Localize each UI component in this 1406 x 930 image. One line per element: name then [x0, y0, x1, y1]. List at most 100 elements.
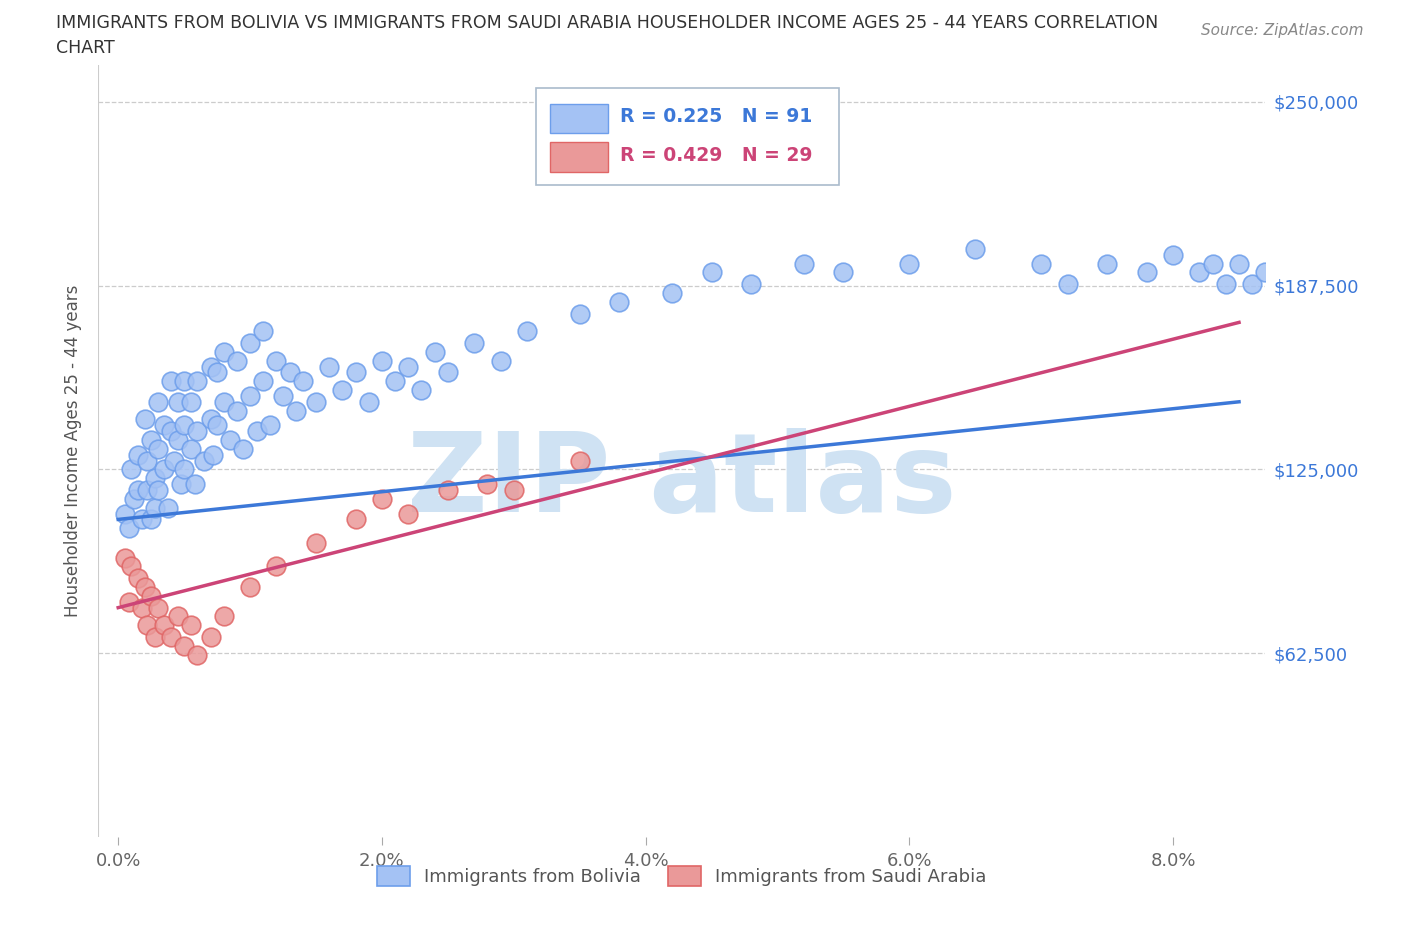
Point [153, 618, 176, 632]
Legend: Immigrants from Bolivia, Immigrants from Saudi Arabia: Immigrants from Bolivia, Immigrants from… [370, 858, 994, 894]
FancyBboxPatch shape [536, 88, 839, 185]
Point [661, 286, 683, 300]
Point [239, 336, 262, 351]
Text: CHART: CHART [56, 39, 115, 57]
Point [271, 389, 294, 404]
Point [200, 412, 222, 427]
Point [212, 344, 235, 359]
Point [305, 394, 328, 409]
Point [127, 483, 149, 498]
Text: IMMIGRANTS FROM BOLIVIA VS IMMIGRANTS FROM SAUDI ARABIA HOUSEHOLDER INCOME AGES : IMMIGRANTS FROM BOLIVIA VS IMMIGRANTS FR… [56, 14, 1159, 32]
Point [371, 353, 394, 368]
Point [832, 265, 855, 280]
Point [170, 477, 193, 492]
Point [118, 521, 141, 536]
Point [700, 147, 723, 162]
Point [266, 353, 288, 368]
Point [568, 453, 591, 468]
Point [396, 359, 419, 374]
Point [136, 453, 159, 468]
Point [332, 382, 354, 397]
Point [122, 491, 145, 506]
Point [252, 374, 274, 389]
Point [173, 462, 195, 477]
Point [146, 483, 169, 498]
Point [146, 600, 169, 615]
Point [141, 512, 163, 527]
Point [160, 374, 183, 389]
Point [411, 382, 433, 397]
Point [568, 306, 591, 321]
Text: ZIP atlas: ZIP atlas [408, 429, 956, 536]
Point [186, 647, 208, 662]
Point [157, 500, 180, 515]
Point [160, 630, 183, 644]
Point [291, 374, 314, 389]
Point [186, 374, 208, 389]
Text: Source: ZipAtlas.com: Source: ZipAtlas.com [1201, 23, 1364, 38]
Point [965, 242, 987, 257]
Y-axis label: Householder Income Ages 25 - 44 years: Householder Income Ages 25 - 44 years [65, 285, 83, 618]
Point [305, 536, 328, 551]
Point [1241, 277, 1264, 292]
Point [344, 365, 367, 379]
Point [180, 618, 202, 632]
Point [607, 295, 630, 310]
Point [516, 324, 538, 339]
Point [212, 394, 235, 409]
Point [162, 453, 184, 468]
Point [371, 491, 394, 506]
Point [232, 442, 254, 457]
Point [143, 471, 166, 485]
Point [153, 418, 176, 432]
Point [1254, 265, 1277, 280]
Point [278, 365, 301, 379]
Point [160, 424, 183, 439]
Point [114, 551, 136, 565]
Point [219, 432, 242, 447]
Point [173, 374, 195, 389]
Point [212, 609, 235, 624]
Point [740, 277, 762, 292]
Point [1031, 256, 1053, 271]
Point [396, 506, 419, 521]
Point [700, 265, 723, 280]
Point [259, 418, 281, 432]
Point [205, 365, 228, 379]
Point [239, 389, 262, 404]
Point [114, 506, 136, 521]
Point [1227, 256, 1250, 271]
Point [384, 374, 406, 389]
Point [252, 324, 274, 339]
Point [489, 353, 512, 368]
Point [285, 404, 308, 418]
Point [153, 462, 176, 477]
Point [173, 638, 195, 653]
Point [344, 512, 367, 527]
Point [1136, 265, 1159, 280]
Point [141, 432, 163, 447]
FancyBboxPatch shape [550, 142, 609, 172]
Text: R = 0.225   N = 91: R = 0.225 N = 91 [620, 107, 813, 126]
Point [246, 424, 269, 439]
Point [143, 630, 166, 644]
Point [225, 404, 247, 418]
Point [127, 447, 149, 462]
Point [200, 359, 222, 374]
Point [180, 442, 202, 457]
FancyBboxPatch shape [550, 104, 609, 133]
Point [898, 256, 921, 271]
Point [463, 336, 485, 351]
Point [1056, 277, 1078, 292]
Point [205, 418, 228, 432]
Point [118, 594, 141, 609]
Point [437, 365, 460, 379]
Point [239, 579, 262, 594]
Point [134, 412, 156, 427]
Point [141, 589, 163, 604]
Point [131, 600, 153, 615]
Point [136, 483, 159, 498]
Point [437, 483, 460, 498]
Point [131, 512, 153, 527]
Point [423, 344, 446, 359]
